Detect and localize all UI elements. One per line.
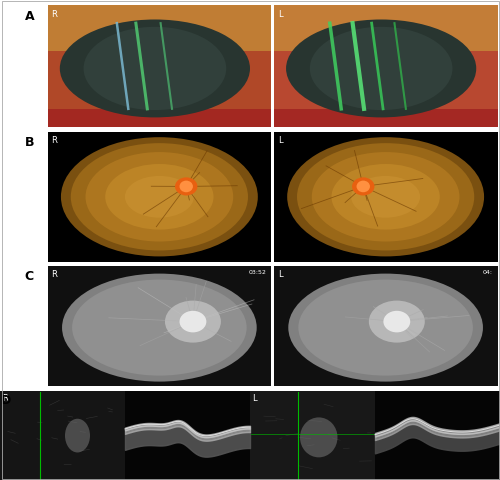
Text: L: L xyxy=(278,10,282,19)
Text: L: L xyxy=(252,394,257,403)
Bar xyxy=(250,391,375,480)
Text: R: R xyxy=(2,394,8,403)
Ellipse shape xyxy=(165,300,221,343)
Ellipse shape xyxy=(125,176,194,217)
Ellipse shape xyxy=(71,143,248,251)
Ellipse shape xyxy=(352,177,374,195)
Ellipse shape xyxy=(310,27,452,110)
Bar xyxy=(0,391,125,480)
Bar xyxy=(48,5,271,127)
Bar xyxy=(48,109,271,127)
Ellipse shape xyxy=(384,311,410,332)
Bar xyxy=(274,132,498,262)
Ellipse shape xyxy=(61,137,258,256)
Ellipse shape xyxy=(369,300,425,343)
Bar xyxy=(274,5,498,127)
Ellipse shape xyxy=(287,137,484,256)
Text: R: R xyxy=(52,10,58,19)
Ellipse shape xyxy=(175,177,198,195)
Ellipse shape xyxy=(180,180,193,192)
Text: B: B xyxy=(25,136,34,149)
Ellipse shape xyxy=(351,176,420,217)
Bar xyxy=(274,5,498,51)
Ellipse shape xyxy=(105,164,214,229)
Bar xyxy=(274,109,498,127)
Ellipse shape xyxy=(84,27,226,110)
Ellipse shape xyxy=(312,152,460,241)
Text: R: R xyxy=(52,270,58,279)
Ellipse shape xyxy=(86,152,233,241)
Bar xyxy=(48,5,271,51)
Ellipse shape xyxy=(356,180,370,192)
Ellipse shape xyxy=(286,20,476,118)
Text: 04:: 04: xyxy=(482,270,492,275)
Text: C: C xyxy=(25,270,34,283)
Ellipse shape xyxy=(288,274,483,382)
Ellipse shape xyxy=(180,311,206,332)
Ellipse shape xyxy=(332,164,440,229)
Ellipse shape xyxy=(62,274,256,382)
Ellipse shape xyxy=(72,279,246,375)
Bar xyxy=(375,391,500,480)
Ellipse shape xyxy=(298,279,473,375)
Text: 03:52: 03:52 xyxy=(248,270,266,275)
Text: R: R xyxy=(52,136,58,145)
Text: L: L xyxy=(278,270,282,279)
Ellipse shape xyxy=(60,20,250,118)
Bar xyxy=(48,132,271,262)
Text: A: A xyxy=(25,10,34,23)
Ellipse shape xyxy=(65,419,90,453)
Bar xyxy=(274,266,498,386)
Ellipse shape xyxy=(297,143,474,251)
Bar xyxy=(48,266,271,386)
Bar xyxy=(125,391,250,480)
Text: L: L xyxy=(278,136,282,145)
Ellipse shape xyxy=(300,418,338,457)
Text: D: D xyxy=(1,394,11,407)
